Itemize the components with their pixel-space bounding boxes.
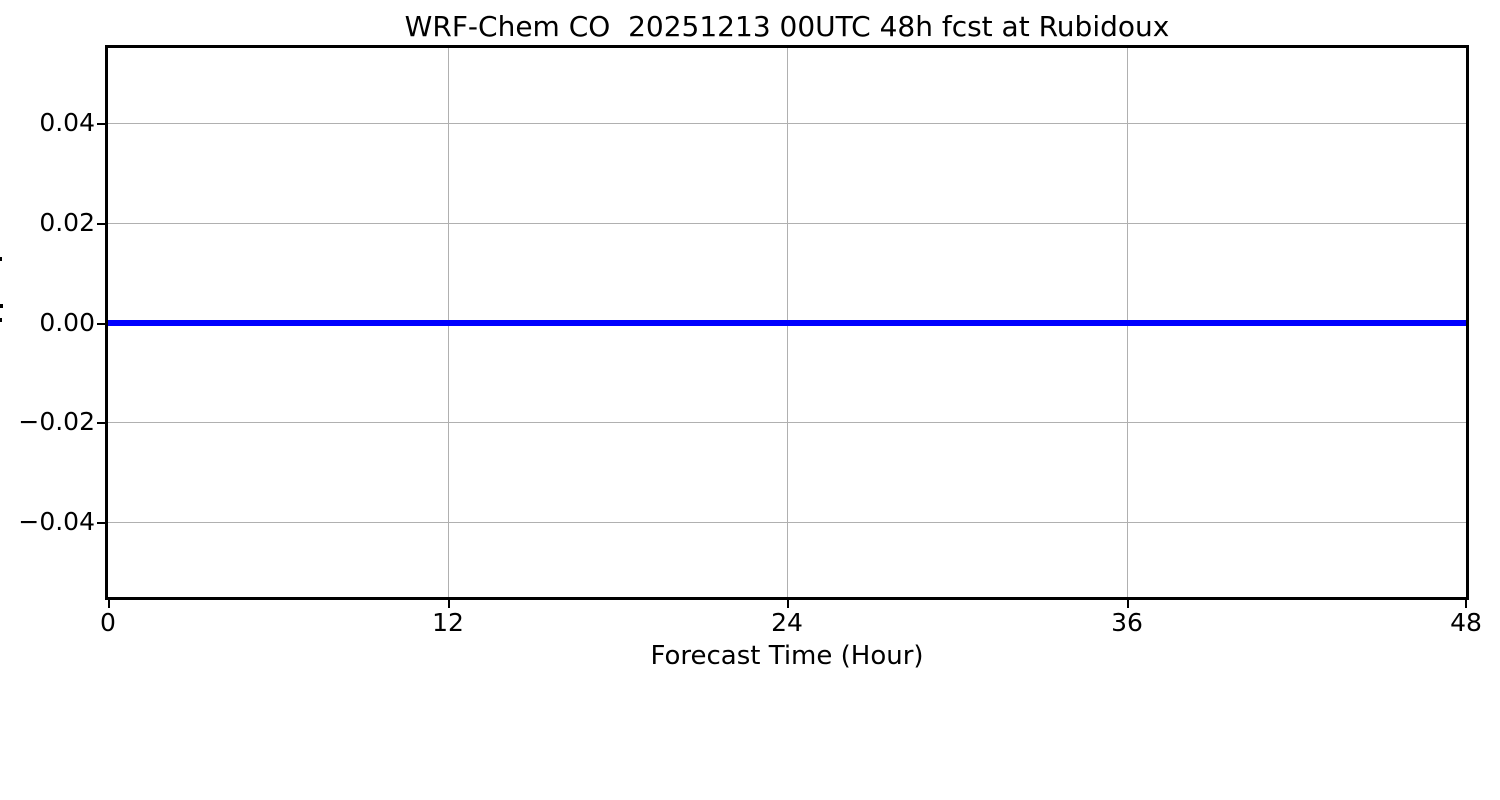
x-tick-mark [448,600,450,608]
y-tick-mark [97,123,105,125]
horizontal-gridline [108,422,1466,423]
y-tick-mark [97,223,105,225]
data-line [108,320,1466,326]
y-tick-mark [97,422,105,424]
x-tick-label: 12 [432,608,464,637]
y-axis-label-clipped-fragment [0,257,2,261]
x-tick-label: 0 [100,608,116,637]
x-tick-label: 36 [1111,608,1143,637]
y-tick-label: 0.02 [39,208,95,237]
horizontal-gridline [108,123,1466,124]
y-tick-label: −0.04 [18,507,95,536]
y-tick-mark [97,323,105,325]
plot-area [97,45,1469,608]
x-axis-label: Forecast Time (Hour) [650,641,924,671]
y-axis-label-clipped-fragment [0,318,2,322]
y-tick-label: −0.02 [18,407,95,436]
horizontal-gridline [108,223,1466,224]
x-tick-label: 24 [771,608,803,637]
y-tick-mark [97,522,105,524]
x-tick-mark [787,600,789,608]
horizontal-gridline [108,522,1466,523]
y-tick-label: 0.00 [39,308,95,337]
y-axis-label-clipped-fragment [0,304,3,308]
x-tick-mark [1127,600,1129,608]
x-tick-mark [108,600,110,608]
y-tick-label: 0.04 [39,108,95,137]
x-tick-label: 48 [1450,608,1482,637]
chart-title: WRF-Chem CO 20251213 00UTC 48h fcst at R… [404,10,1170,43]
x-tick-mark [1465,600,1467,608]
